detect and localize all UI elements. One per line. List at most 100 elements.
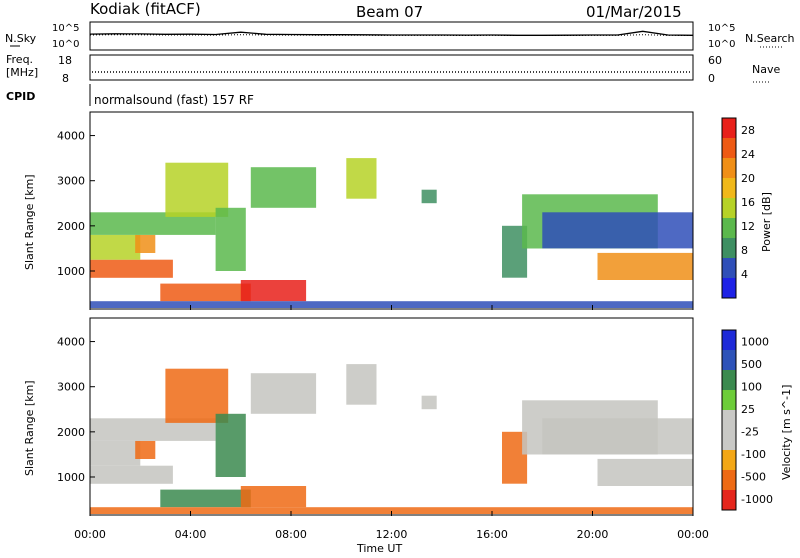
power-y-tick-label-2: 3000: [57, 175, 85, 188]
velocity-region-7: [215, 413, 246, 477]
power-colorbar-tick-0: 4: [741, 268, 748, 281]
x-tick-label-0: 00:00: [74, 528, 106, 541]
velocity-colorbar-swatch-0: [722, 490, 736, 510]
power-heatmap: [90, 158, 694, 308]
x-axis: 00:00 04:00 08:00 12:00 16:00 20:00 00:00: [74, 305, 709, 541]
velocity-colorbar-swatch-1: [722, 470, 736, 490]
velocity-colorbar-swatch-8: [722, 330, 736, 350]
power-region-5: [160, 283, 251, 302]
velocity-y-tick-label-1: 2000: [57, 426, 85, 439]
power-colorbar-swatch-0: [722, 278, 736, 298]
power-region-13: [597, 252, 693, 280]
freq-left-tick-top: 18: [58, 54, 72, 67]
noise-left-label: N.Sky: [5, 32, 37, 45]
power-region-9: [346, 158, 377, 199]
velocity-colorbar-tick-5: -100: [741, 448, 766, 461]
power-panel: 1000 2000 3000 4000 Slant Range [km] 4 8 12 16…: [23, 111, 773, 310]
power-region-10: [421, 189, 437, 204]
power-colorbar-tick-5: 24: [741, 148, 755, 161]
velocity-colorbar-frame: [721, 329, 737, 511]
velocity-panel: 1000 2000 3000 4000 Slant Range [km] 1000 50…: [23, 317, 793, 516]
power-y-tick-label-3: 4000: [57, 130, 85, 143]
velocity-region-2: [135, 440, 156, 459]
velocity-region-15: [90, 507, 693, 514]
velocity-colorbar-swatch-2: [722, 450, 736, 470]
power-colorbar-swatch-8: [722, 118, 736, 138]
velocity-y-axis: 1000 2000 3000 4000: [57, 336, 95, 484]
velocity-colorbar-swatch-7: [722, 350, 736, 370]
velocity-colorbar-tick-7: -1000: [741, 493, 773, 506]
x-tick-label-6: 00:00: [677, 528, 709, 541]
x-tick-label-5: 20:00: [577, 528, 609, 541]
freq-right-tick-bottom: 0: [708, 72, 715, 85]
cpid-label: CPID: [6, 90, 35, 103]
velocity-colorbar-tick-4: -25: [741, 425, 759, 438]
velocity-colorbar-swatch-3: [722, 430, 736, 450]
power-y-axis: 1000 2000 3000 4000: [57, 130, 95, 278]
velocity-region-6: [240, 486, 307, 508]
date-label: 01/Mar/2015: [586, 3, 682, 21]
power-y-tick-label-0: 1000: [57, 265, 85, 278]
power-region-3: [90, 212, 216, 235]
power-colorbar-tick-6: 28: [741, 124, 755, 137]
velocity-colorbar-swatch-5: [722, 390, 736, 410]
velocity-y-tick-label-2: 3000: [57, 381, 85, 394]
noise-left-tick-bottom: 10^0: [52, 39, 79, 50]
beam-label: Beam 07: [356, 3, 423, 21]
noise-panel-frame: [89, 21, 694, 51]
velocity-region-14: [542, 418, 694, 455]
noise-right-tick-top: 10^5: [708, 23, 735, 34]
power-y-label: Slant Range [km]: [23, 174, 36, 270]
x-tick-label-4: 16:00: [476, 528, 508, 541]
cpid-text: normalsound (fast) 157 RF: [94, 93, 254, 107]
power-region-7: [215, 207, 246, 271]
power-colorbar: 4 8 12 16 20 24 28: [721, 117, 755, 299]
velocity-colorbar: 1000 500 100 25 -25 -100 -500 -1000: [721, 329, 773, 511]
velocity-colorbar-tick-3: 25: [741, 403, 755, 416]
freq-left-tick-bottom: 8: [62, 72, 69, 85]
power-region-14: [542, 212, 694, 249]
power-colorbar-tick-3: 16: [741, 196, 755, 209]
velocity-heatmap: [90, 364, 694, 514]
velocity-y-label: Slant Range [km]: [23, 380, 36, 476]
freq-right-tick-top: 60: [708, 54, 722, 67]
velocity-colorbar-tick-6: -500: [741, 470, 766, 483]
noise-series: [89, 30, 694, 37]
power-colorbar-swatch-5: [722, 178, 736, 198]
freq-left-label-2: [MHz]: [6, 66, 38, 79]
velocity-region-0: [90, 465, 173, 484]
power-region-2: [135, 234, 156, 253]
velocity-region-1: [90, 440, 141, 466]
velocity-y-tick-label-3: 4000: [57, 336, 85, 349]
velocity-colorbar-tick-2: 100: [741, 380, 762, 393]
velocity-region-9: [346, 364, 377, 405]
power-y-tick-label-1: 2000: [57, 220, 85, 233]
power-region-0: [90, 259, 173, 278]
power-region-15: [90, 301, 693, 308]
power-colorbar-swatch-3: [722, 218, 736, 238]
velocity-region-8: [250, 373, 317, 414]
power-colorbar-tick-2: 12: [741, 220, 755, 233]
power-region-6: [240, 280, 307, 302]
freq-panel-frame: [89, 54, 694, 81]
power-region-1: [90, 234, 141, 260]
velocity-region-13: [597, 458, 693, 486]
noise-left-tick-top: 10^5: [52, 23, 79, 34]
velocity-colorbar-tick-1: 500: [741, 358, 762, 371]
power-colorbar-swatch-1: [722, 258, 736, 278]
noise-right-tick-bottom: 10^0: [708, 39, 735, 50]
velocity-colorbar-tick-0: 1000: [741, 335, 769, 348]
velocity-y-tick-label-0: 1000: [57, 471, 85, 484]
x-tick-label-3: 12:00: [376, 528, 408, 541]
power-colorbar-frame: [721, 117, 737, 299]
power-region-8: [250, 167, 317, 208]
velocity-region-3: [90, 418, 216, 441]
noise-right-label: N.Search: [745, 32, 795, 45]
velocity-colorbar-label: Velocity [m s^-1]: [780, 385, 793, 480]
velocity-colorbar-swatch-6: [722, 370, 736, 390]
x-tick-label-1: 04:00: [175, 528, 207, 541]
power-colorbar-swatch-6: [722, 158, 736, 178]
power-colorbar-swatch-4: [722, 198, 736, 218]
freq-left-label-1: Freq.: [6, 53, 33, 66]
x-tick-label-2: 08:00: [275, 528, 307, 541]
